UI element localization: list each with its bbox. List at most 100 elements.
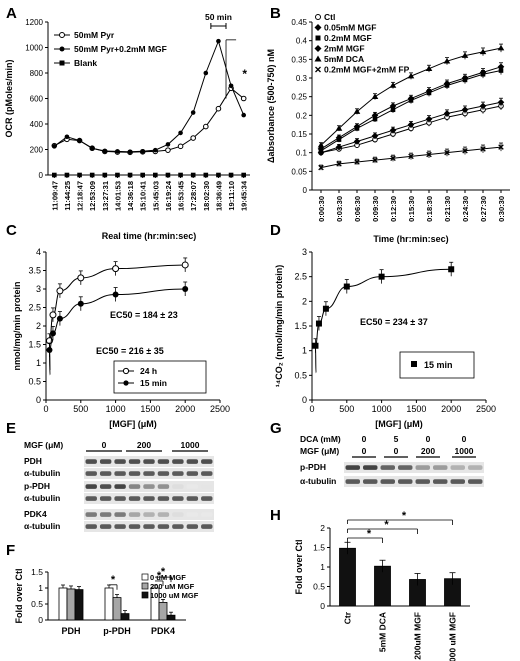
blot-strip-E-band [157, 496, 170, 501]
blot-strip-E-band [85, 471, 97, 476]
x-tick-label-A: 11:09:47 [50, 181, 59, 211]
data-point-A-2 [178, 172, 183, 178]
blot-strip-E-band [172, 496, 184, 501]
legend-label-B: 0.2mM MGF+2mM FP [324, 65, 410, 75]
x-tick-label-H: Ctr [343, 611, 353, 624]
data-point-B-4 [371, 93, 379, 99]
data-point-B-4 [497, 44, 505, 51]
blot-strip-G-band [398, 465, 413, 470]
dca-value-G: 0 [362, 434, 367, 444]
data-point-B-5 [336, 161, 342, 167]
x-tick-label-A: 16:19:24 [164, 180, 173, 211]
blot-strip-E-band [201, 484, 213, 489]
y-tick-label-D: 2 [302, 296, 307, 306]
blot-strip-E-band [157, 471, 170, 476]
data-point-B-4 [353, 108, 361, 114]
legend-swatch-F [141, 573, 149, 581]
legend-marker-B [314, 24, 322, 31]
y-tick-label-A: 0 [39, 171, 44, 180]
data-point-B-4 [425, 65, 433, 71]
blot-strip-G-band [363, 465, 378, 470]
dose-label-E: 0 [102, 440, 107, 450]
x-tick-label-B: 0:03:30 [335, 196, 344, 222]
data-point-B-5 [480, 146, 486, 152]
annotation-ec50-C: EC50 = 216 ± 35 [96, 346, 164, 356]
blot-row-label-E: PDK4 [24, 509, 47, 519]
data-point-B-5 [498, 144, 504, 150]
data-point-A-2 [203, 172, 209, 178]
data-point-C-0 [49, 311, 57, 319]
data-point-C-0 [77, 274, 85, 282]
blot-strip-E-band [114, 524, 126, 529]
bar-F-0 [104, 587, 114, 621]
y-tick-label-D: 0 [302, 395, 307, 405]
blot-strip-E-band [157, 484, 170, 489]
y-tick-label-D: 3 [302, 247, 307, 257]
panel-letter-C: C [6, 222, 17, 239]
blot-strip-G-band [345, 479, 360, 484]
panel-letter-E: E [6, 420, 16, 437]
x-tick-label-B: 0:15:30 [407, 196, 416, 222]
legend-label-B: 5mM DCA [324, 54, 364, 64]
data-point-C-1 [49, 330, 56, 337]
legend-marker-B [314, 55, 322, 62]
dose-label-E: 1000 [181, 440, 200, 450]
data-point-B-1 [407, 121, 415, 128]
x-tick-label-H: 200uM MGF [413, 612, 423, 660]
blot-strip-E-band [186, 496, 199, 501]
blot-strip-E-band [128, 524, 141, 529]
y-tick-label-B: 0.1 [296, 149, 308, 158]
data-point-A-1 [178, 130, 183, 136]
data-point-B-5 [390, 155, 396, 162]
data-point-A-0 [240, 95, 247, 102]
data-point-C-1 [112, 291, 119, 298]
blot-strip-E-band [114, 484, 126, 489]
y-tick-label-D: 1.5 [294, 321, 307, 331]
y-tick-label-C: 3.5 [28, 266, 41, 276]
y-tick-label-H: 1.5 [313, 543, 325, 553]
x-tick-label-D: 2500 [476, 404, 496, 414]
blot-strip-E-band [172, 512, 184, 517]
blot-row-label-G: α-tubulin [300, 476, 336, 486]
data-point-A-2 [89, 172, 95, 178]
y-tick-label-H: 0 [320, 601, 325, 611]
blot-strip-E-band [172, 459, 184, 464]
blot-strip-G-band [345, 465, 360, 470]
bar-F-0 [58, 587, 68, 621]
x-tick-label-A: 17:28:07 [189, 181, 198, 211]
y-tick-label-B: 0.4 [296, 37, 308, 46]
blot-strip-E-band [157, 524, 170, 529]
legend-box-C [113, 360, 207, 394]
blot-row-label-E: α-tubulin [24, 521, 60, 531]
x-tick-label-A: 15:45:03 [151, 181, 160, 211]
annotation-ec50-D: EC50 = 234 ± 37 [360, 317, 428, 327]
data-point-B-5 [462, 148, 468, 154]
data-point-A-1 [190, 110, 196, 115]
x-axis-label-A: Real time (hr:min:sec) [102, 231, 197, 241]
data-point-B-5 [318, 164, 324, 171]
data-point-A-2 [140, 172, 145, 178]
bar-F-2 [74, 589, 84, 621]
annotation-ec50-C: EC50 = 184 ± 23 [110, 310, 178, 320]
blot-strip-E-band [128, 512, 141, 517]
legend-marker-A [59, 60, 65, 66]
data-point-A-0 [190, 135, 196, 141]
legend-label-C: 24 h [140, 366, 157, 376]
legend-marker-A [59, 32, 65, 38]
x-tick-label-D: 0 [309, 404, 314, 414]
bar-F-2 [120, 613, 130, 621]
blot-strip-E-band [128, 496, 141, 501]
data-point-A-2 [52, 172, 57, 178]
legend-label-B: 0.2mM MGF [324, 33, 372, 43]
y-axis-label-A: OCR (pMoles/min) [4, 59, 14, 137]
legend-label-A: 50mM Pyr+0.2mM MGF [74, 44, 167, 54]
x-tick-label-A: 12:53:09 [88, 181, 97, 211]
data-point-A-2 [228, 172, 234, 178]
blot-strip-G-background [344, 462, 484, 473]
y-axis-label-F: Fold over Ctl [14, 568, 24, 623]
data-point-B-3 [461, 74, 469, 82]
blot-strip-E-band [85, 459, 97, 464]
blot-strip-G-band [433, 479, 448, 484]
legend-label-B: Ctl [324, 12, 335, 22]
data-point-B-2 [372, 116, 378, 122]
